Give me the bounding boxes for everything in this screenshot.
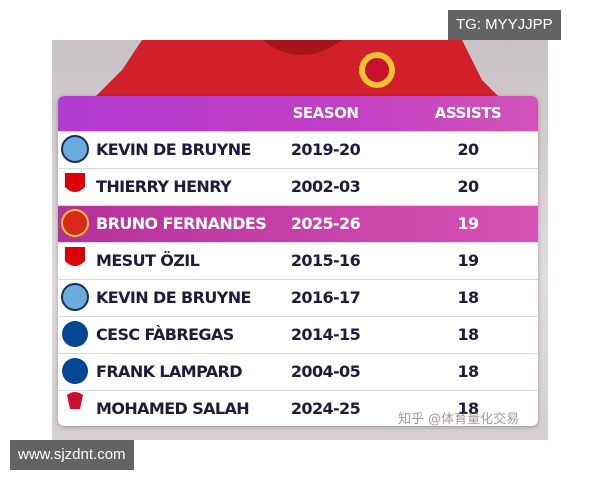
player-name: MOHAMED SALAH [96, 399, 250, 418]
table-row: MOHAMED SALAH 2024-25 18 [58, 390, 538, 426]
badge [61, 135, 89, 163]
badge [61, 209, 89, 237]
season: 2015-16 [290, 251, 361, 270]
table-row: THIERRY HENRY 2002-03 20 [58, 168, 538, 205]
assists: 18 [457, 325, 479, 344]
assists: 19 [457, 251, 479, 270]
season: 2002-03 [290, 177, 361, 196]
collar [262, 40, 342, 55]
badge [65, 247, 85, 266]
table-header: SEASON ASSISTS [58, 96, 538, 131]
player-photo [92, 40, 502, 100]
season: 2019-20 [290, 140, 361, 159]
player-name: FRANK LAMPARD [96, 362, 243, 381]
table-row: FRANK LAMPARD 2004-05 18 [58, 353, 538, 390]
player-name: CESC FÀBREGAS [96, 325, 234, 344]
badge [62, 321, 88, 347]
jersey [92, 40, 502, 100]
table: SEASON ASSISTS KEVIN DE BRUYNE 2019-20 20 T… [58, 96, 538, 426]
player-name: KEVIN DE BRUYNE [96, 288, 251, 307]
table-row: BRUNO FERNANDES 2025-26 19 [58, 205, 538, 242]
assists: 18 [457, 399, 479, 418]
table-row: KEVIN DE BRUYNE 2016-17 18 [58, 279, 538, 316]
player-name: KEVIN DE BRUYNE [96, 140, 251, 159]
assists: 19 [457, 214, 479, 233]
table-row: MESUT ÖZIL 2015-16 19 [58, 242, 538, 279]
player-name: THIERRY HENRY [96, 177, 232, 196]
table-row: CESC FÀBREGAS 2014-15 18 [58, 316, 538, 353]
season: 2025-26 [290, 214, 361, 233]
badge [61, 283, 89, 311]
club-badges [61, 135, 89, 409]
column-header: SEASON [292, 104, 359, 122]
assists: 18 [457, 362, 479, 381]
watermark: www.sjzdnt.com [10, 440, 134, 470]
badge [62, 358, 88, 384]
badge [67, 392, 83, 409]
assists: 18 [457, 288, 479, 307]
column-header: ASSISTS [434, 104, 502, 122]
player-name: BRUNO FERNANDES [96, 214, 267, 233]
credit-watermark: 知乎 @体育量化交易 [398, 412, 520, 427]
watermark: TG: MYYJJPP [448, 10, 561, 40]
badge [65, 173, 85, 192]
season: 2004-05 [290, 362, 361, 381]
season: 2016-17 [290, 288, 361, 307]
season: 2024-25 [290, 399, 361, 418]
season: 2014-15 [290, 325, 361, 344]
assists: 20 [457, 177, 479, 196]
crest-inner [365, 58, 389, 82]
assists: 20 [457, 140, 479, 159]
player-name: MESUT ÖZIL [96, 251, 200, 270]
table-row: KEVIN DE BRUYNE 2019-20 20 [58, 131, 538, 168]
